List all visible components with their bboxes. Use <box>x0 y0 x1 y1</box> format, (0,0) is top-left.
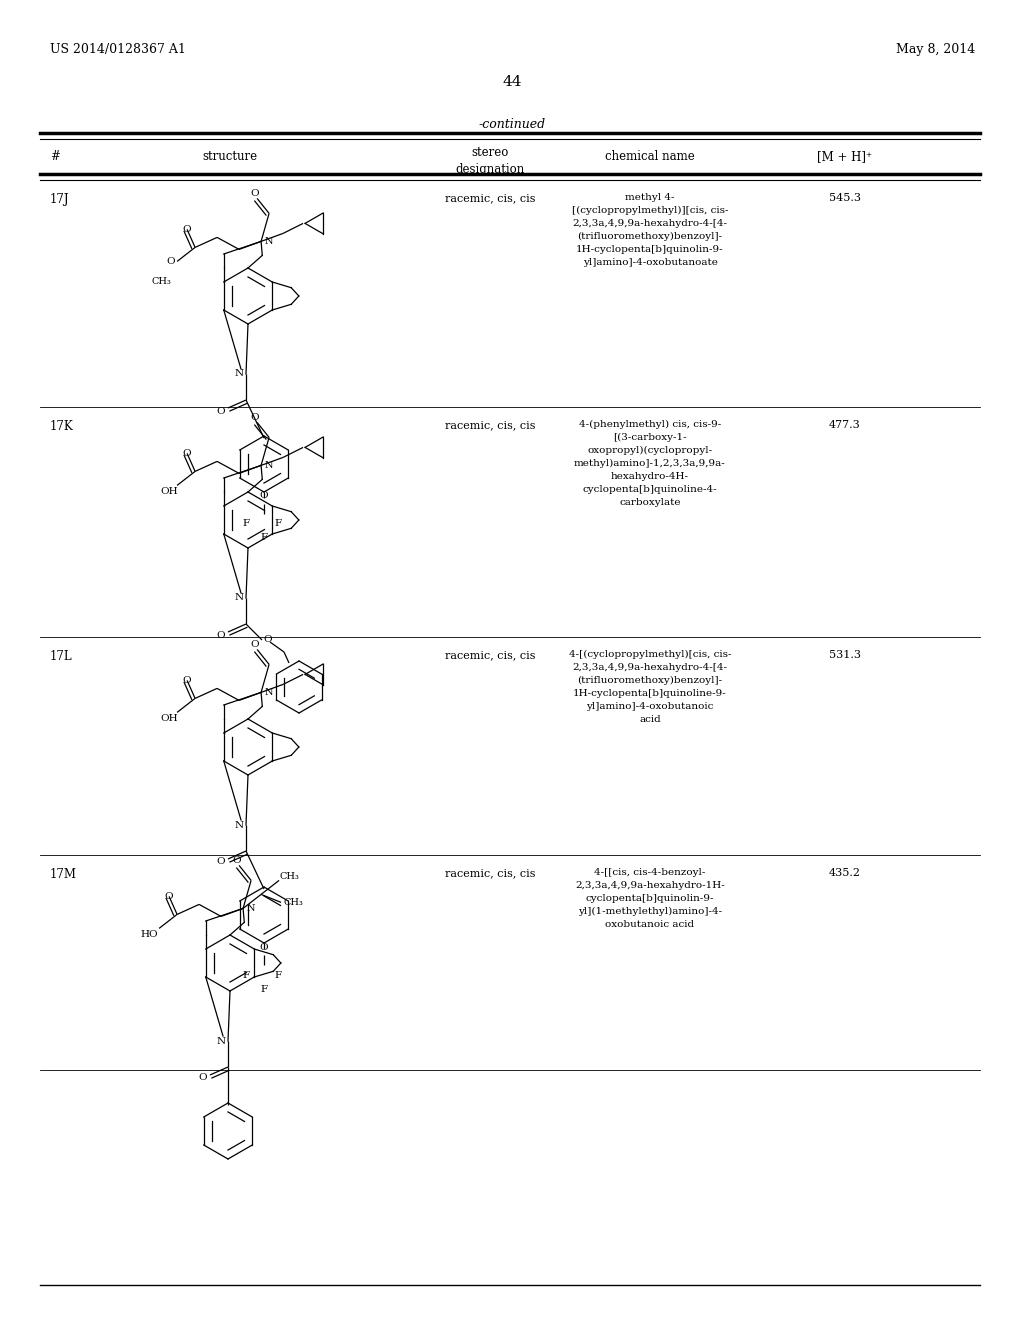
Text: N: N <box>246 904 255 913</box>
Text: O: O <box>251 413 259 422</box>
Text: 17M: 17M <box>50 869 77 880</box>
Text: 4-(phenylmethyl) cis, cis-9-
[(3-carboxy-1-
oxopropyl)(cyclopropyl-
methyl)amino: 4-(phenylmethyl) cis, cis-9- [(3-carboxy… <box>574 420 726 507</box>
Text: [M + H]⁺: [M + H]⁺ <box>817 150 872 162</box>
Text: O: O <box>264 635 272 644</box>
Text: N: N <box>234 821 244 829</box>
Text: chemical name: chemical name <box>605 150 695 162</box>
Text: O: O <box>167 257 175 265</box>
Text: O: O <box>182 449 191 458</box>
Text: #: # <box>50 150 59 162</box>
Text: O: O <box>199 1073 207 1082</box>
Text: O: O <box>217 407 225 416</box>
Text: racemic, cis, cis: racemic, cis, cis <box>444 420 536 430</box>
Text: CH₃: CH₃ <box>280 873 299 880</box>
Text: OH: OH <box>161 714 178 723</box>
Text: racemic, cis, cis: racemic, cis, cis <box>444 869 536 878</box>
Text: 4-[(cyclopropylmethyl)[cis, cis-
2,3,3a,4,9,9a-hexahydro-4-[4-
(trifluoromethoxy: 4-[(cyclopropylmethyl)[cis, cis- 2,3,3a,… <box>568 649 731 723</box>
Text: 17J: 17J <box>50 193 70 206</box>
Text: CH₃: CH₃ <box>152 277 171 286</box>
Text: F: F <box>243 520 250 528</box>
Text: 44: 44 <box>502 75 522 88</box>
Text: HO: HO <box>140 929 158 939</box>
Text: N: N <box>234 594 244 602</box>
Text: 17L: 17L <box>50 649 73 663</box>
Text: O: O <box>165 892 173 900</box>
Text: O: O <box>260 942 268 952</box>
Text: stereo
designation: stereo designation <box>456 147 524 176</box>
Text: 435.2: 435.2 <box>829 869 861 878</box>
Text: N: N <box>264 236 272 246</box>
Text: O: O <box>260 491 268 500</box>
Text: OH: OH <box>161 487 178 496</box>
Text: F: F <box>243 970 250 979</box>
Text: 4-[[cis, cis-4-benzoyl-
2,3,3a,4,9,9a-hexahydro-1H-
cyclopenta[b]quinolin-9-
yl]: 4-[[cis, cis-4-benzoyl- 2,3,3a,4,9,9a-he… <box>575 869 725 928</box>
Text: N: N <box>234 370 244 379</box>
Text: methyl 4-
[(cyclopropylmethyl)][cis, cis-
2,3,3a,4,9,9a-hexahydro-4-[4-
(trifluo: methyl 4- [(cyclopropylmethyl)][cis, cis… <box>571 193 728 267</box>
Text: racemic, cis, cis: racemic, cis, cis <box>444 193 536 203</box>
Text: O: O <box>251 189 259 198</box>
Text: F: F <box>274 520 282 528</box>
Text: O: O <box>232 855 242 865</box>
Text: 477.3: 477.3 <box>829 420 861 430</box>
Text: F: F <box>260 985 267 994</box>
Text: N: N <box>264 688 272 697</box>
Text: US 2014/0128367 A1: US 2014/0128367 A1 <box>50 44 186 55</box>
Text: F: F <box>274 970 282 979</box>
Text: 17K: 17K <box>50 420 74 433</box>
Text: O: O <box>182 224 191 234</box>
Text: 545.3: 545.3 <box>829 193 861 203</box>
Text: O: O <box>251 640 259 649</box>
Text: O: O <box>217 631 225 639</box>
Text: May 8, 2014: May 8, 2014 <box>896 44 975 55</box>
Text: -continued: -continued <box>478 117 546 131</box>
Text: 531.3: 531.3 <box>829 649 861 660</box>
Text: racemic, cis, cis: racemic, cis, cis <box>444 649 536 660</box>
Text: O: O <box>182 676 191 685</box>
Text: structure: structure <box>203 150 258 162</box>
Text: O: O <box>217 858 225 866</box>
Text: N: N <box>264 461 272 470</box>
Text: CH₃: CH₃ <box>284 898 303 907</box>
Text: F: F <box>260 533 267 543</box>
Text: N: N <box>216 1036 225 1045</box>
